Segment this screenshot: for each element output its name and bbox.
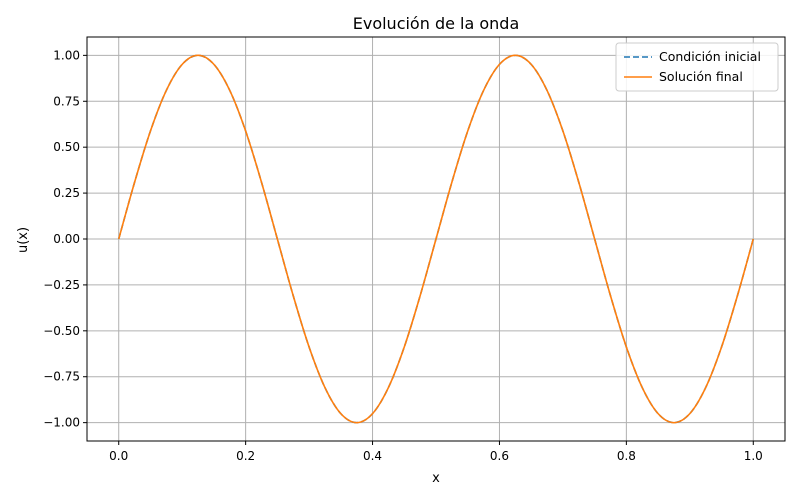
y-tick-label: −0.25 <box>43 278 80 292</box>
chart-title: Evolución de la onda <box>353 14 520 33</box>
grid <box>87 37 785 441</box>
series-lines <box>117 54 755 424</box>
x-tick-label: 0.0 <box>109 449 128 463</box>
y-tick-label: 0.25 <box>53 186 80 200</box>
y-tick-label: −0.75 <box>43 370 80 384</box>
legend-box <box>615 42 779 92</box>
y-axis-label: u(x) <box>16 227 31 253</box>
y-tick-label: 0.50 <box>53 140 80 154</box>
x-tick-label: 1.0 <box>744 449 763 463</box>
x-axis-label: x <box>432 471 440 486</box>
legend: Condición inicial Solución final <box>615 42 779 92</box>
x-tick-label: 0.4 <box>363 449 382 463</box>
y-tick-label: −0.50 <box>43 324 80 338</box>
x-tick-label: 0.2 <box>236 449 255 463</box>
series-line-solucion-final <box>117 54 755 424</box>
y-tick-label: 1.00 <box>53 48 80 62</box>
y-tick-label: −1.00 <box>43 416 80 430</box>
y-tick-label: 0.75 <box>53 94 80 108</box>
x-ticks: 0.0 0.2 0.4 0.6 0.8 1.0 <box>109 441 763 463</box>
plot-frame <box>86 36 786 442</box>
x-tick-label: 0.8 <box>617 449 636 463</box>
y-tick-label: 0.00 <box>53 232 80 246</box>
legend-label-solucion-final: Solución final <box>659 69 743 84</box>
legend-label-condicion-inicial: Condición inicial <box>659 49 761 64</box>
y-ticks: −1.00 −0.75 −0.50 −0.25 0.00 0.25 0.50 0.75 1.00 <box>43 48 87 430</box>
x-tick-label: 0.6 <box>490 449 509 463</box>
